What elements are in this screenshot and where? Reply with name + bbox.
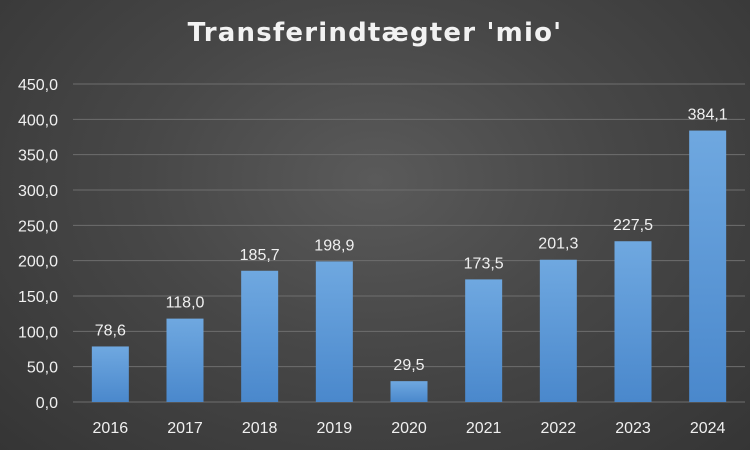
data-labels: 78,6 118,0 185,7 198,9 29,5 173,5 201,3 227,5 38… [95,107,728,375]
data-label: 198,9 [314,237,354,254]
y-tick-label: 50,0 [27,360,58,377]
y-tick-label: 400,0 [18,112,58,129]
y-tick-label: 350,0 [18,148,58,165]
x-tick-label: 2022 [541,420,577,437]
data-label: 384,1 [688,107,728,124]
x-tick-label: 2017 [167,420,203,437]
data-label: 29,5 [393,357,424,374]
x-tick-label: 2019 [317,420,353,437]
x-axis-ticks: 2016 2017 2018 2019 2020 2021 2022 2023 2024 [93,420,726,437]
bar-2018 [241,270,279,402]
bar-2022 [539,259,577,402]
x-tick-label: 2024 [690,420,726,437]
bar-2016 [91,346,129,402]
data-label: 78,6 [95,322,126,339]
chart-title: Transferindtægter 'mio' [187,18,563,48]
y-tick-label: 150,0 [18,289,58,306]
y-tick-label: 200,0 [18,254,58,271]
x-tick-label: 2018 [242,420,278,437]
x-tick-label: 2021 [466,420,502,437]
data-label: 118,0 [166,295,205,312]
bar-2024 [689,130,727,402]
y-tick-label: 300,0 [18,183,58,200]
bar-2017 [166,318,204,402]
bars [91,130,727,402]
bar-2019 [315,261,353,402]
y-tick-label: 0,0 [36,395,58,412]
data-label: 201,3 [538,236,578,253]
y-axis-ticks: 0,0 50,0 100,0 150,0 200,0 250,0 300,0 350,0 400… [18,77,58,412]
bar-2021 [465,279,503,402]
x-tick-label: 2020 [391,420,427,437]
y-tick-label: 100,0 [18,324,58,341]
data-label: 227,5 [613,217,653,234]
y-tick-label: 250,0 [18,218,58,235]
x-tick-label: 2023 [615,420,651,437]
data-label: 185,7 [240,247,280,264]
data-label: 173,5 [464,255,504,272]
bar-2023 [614,241,652,402]
bar-2020 [390,381,428,402]
x-tick-label: 2016 [93,420,129,437]
y-tick-label: 450,0 [18,77,58,94]
